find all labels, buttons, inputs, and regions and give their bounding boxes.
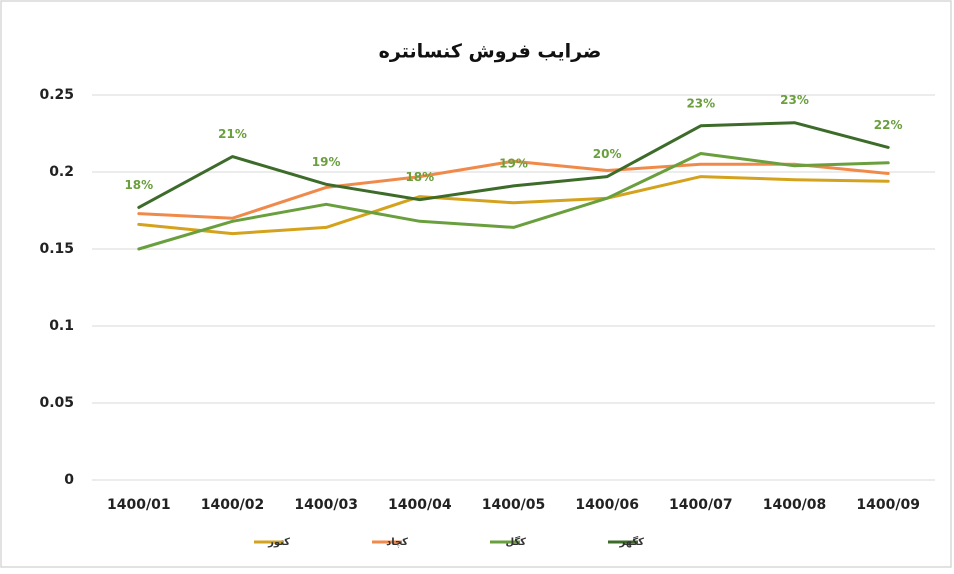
data-label: 20% [593,147,622,161]
y-tick-label: 0 [64,472,74,488]
y-tick-label: 0.15 [39,241,74,257]
y-tick-label: 0.05 [39,395,74,411]
x-tick-label: 1400/01 [107,497,171,513]
data-label: 19% [312,155,341,169]
legend-label: کنور [267,537,290,548]
series-line [137,159,890,220]
y-tick-label: 0.1 [49,318,74,334]
series-line [137,121,890,209]
legend-label: کگهر [619,535,645,548]
chart-title: ضرایب فروش کنسانتره [379,41,602,63]
data-label: 22% [874,118,903,132]
y-tick-label: 0.25 [39,87,74,103]
x-tick-label: 1400/06 [575,497,639,513]
data-label: 18% [124,178,153,192]
x-tick-label: 1400/07 [669,497,733,513]
data-label: 18% [405,170,434,184]
data-label: 21% [218,127,247,141]
y-tick-label: 0.2 [49,164,74,180]
x-tick-label: 1400/08 [763,497,827,513]
x-tick-label: 1400/02 [201,497,265,513]
data-label: 19% [499,156,528,170]
data-label: 23% [780,93,809,107]
x-tick-label: 1400/04 [388,497,452,513]
x-tick-label: 1400/03 [294,497,358,513]
series-line [137,175,890,236]
x-tick-label: 1400/05 [482,497,546,513]
data-label: 23% [686,96,715,110]
x-tick-label: 1400/09 [856,497,920,513]
legend-label: کگل [505,535,526,548]
series-line [137,152,890,251]
legend-label: کچاد [386,537,408,548]
